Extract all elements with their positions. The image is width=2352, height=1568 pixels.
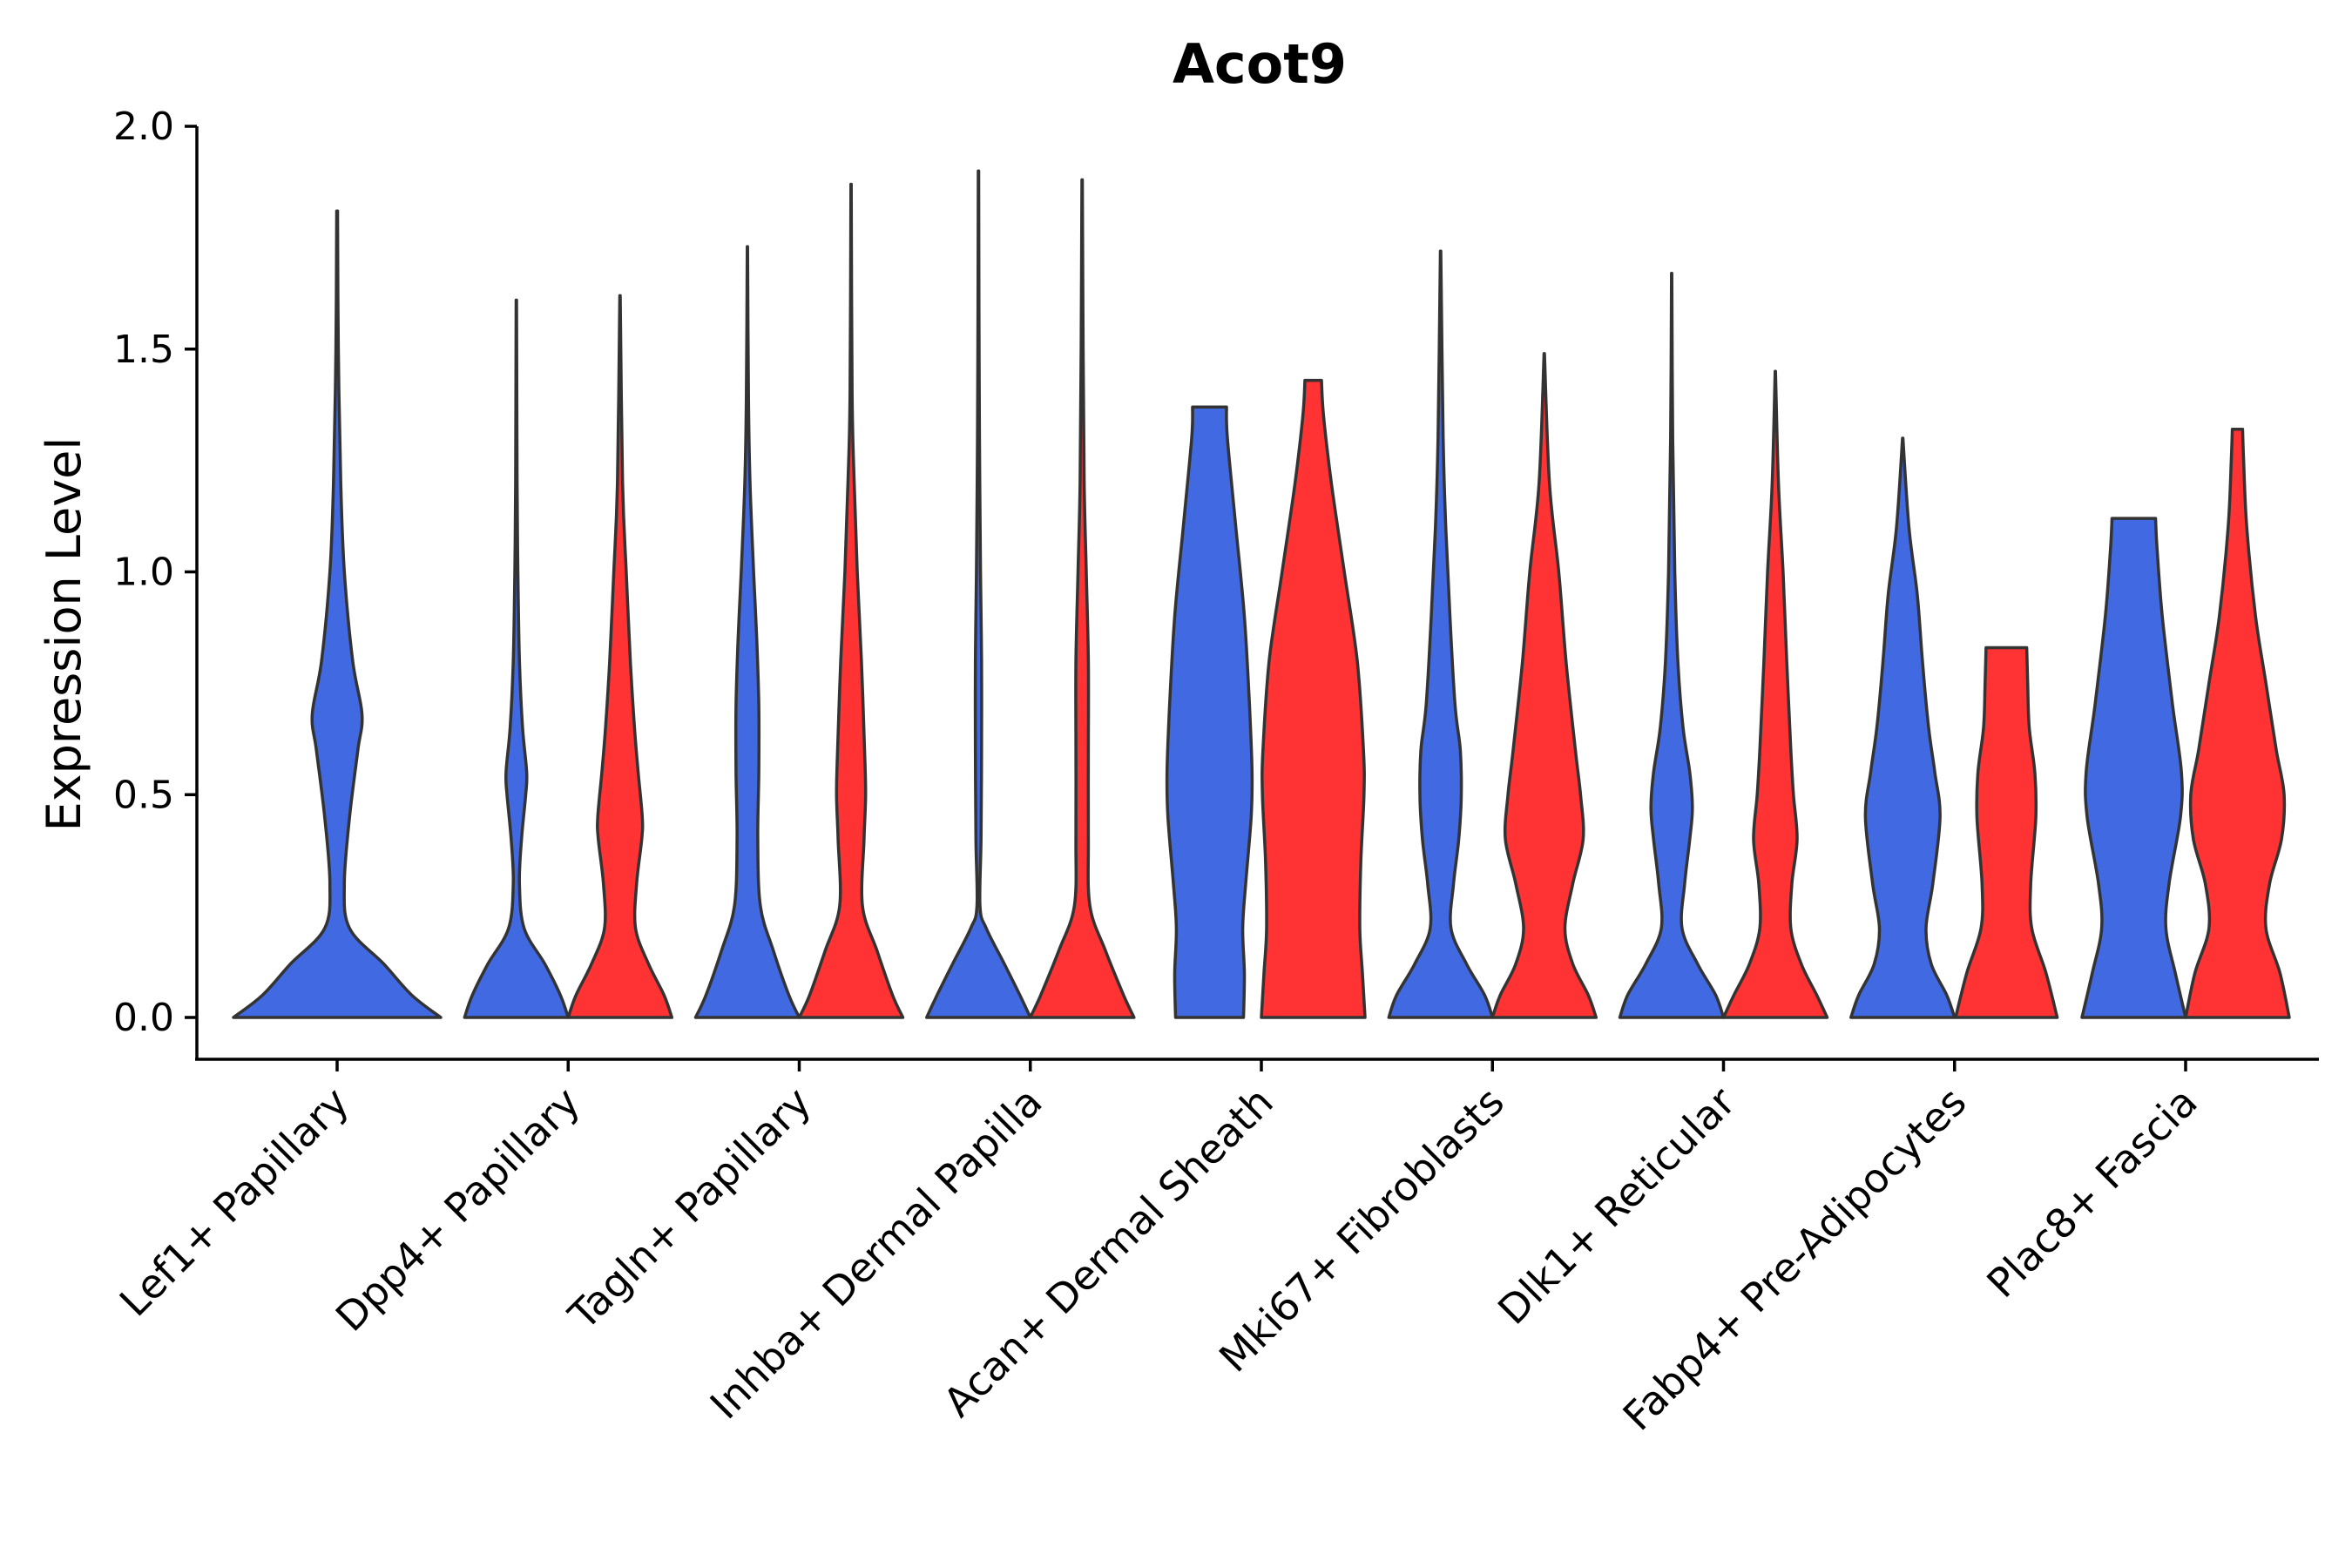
- x-tick-label: Dpp4+ Papillary: [327, 1078, 589, 1341]
- violin-red-7: [1954, 645, 2059, 1019]
- y-tick-label: 1.5: [113, 328, 174, 372]
- violin-group: [232, 169, 2291, 1019]
- violin-blue-2: [693, 245, 801, 1019]
- x-tick-label: Plac8+ Fascia: [1977, 1078, 2206, 1307]
- violin-blue-1: [463, 298, 571, 1019]
- violin-red-5: [1490, 352, 1598, 1019]
- violin-blue-3: [925, 169, 1032, 1019]
- violin-red-1: [566, 294, 674, 1019]
- y-tick-label: 1.0: [113, 551, 174, 595]
- violin-red-6: [1721, 369, 1829, 1019]
- violin-blue-0: [232, 209, 443, 1019]
- violin-blue-4: [1165, 405, 1254, 1019]
- violin-blue-6: [1618, 272, 1726, 1019]
- x-tick-label: Lef1+ Papillary: [111, 1078, 358, 1326]
- violin-red-8: [2184, 428, 2291, 1019]
- violin-blue-8: [2080, 517, 2187, 1019]
- y-tick-label: 2.0: [113, 105, 174, 149]
- y-axis-ticks: 0.0 0.5 1.0 1.5 2.0: [113, 105, 197, 1040]
- y-axis-title: Expression Level: [37, 437, 91, 832]
- x-tick-label: Dlk1+ Reticular: [1489, 1078, 1744, 1334]
- y-tick-label: 0.5: [113, 773, 174, 817]
- violin-blue-5: [1387, 249, 1495, 1019]
- x-tick-label: Tagln+ Papillary: [559, 1078, 821, 1340]
- violin-blue-7: [1849, 436, 1957, 1019]
- violin-red-2: [797, 182, 905, 1019]
- violin-red-3: [1029, 178, 1136, 1019]
- y-tick-label: 0.0: [113, 996, 174, 1040]
- violin-red-4: [1260, 378, 1367, 1019]
- chart-title: Acot9: [1173, 32, 1347, 96]
